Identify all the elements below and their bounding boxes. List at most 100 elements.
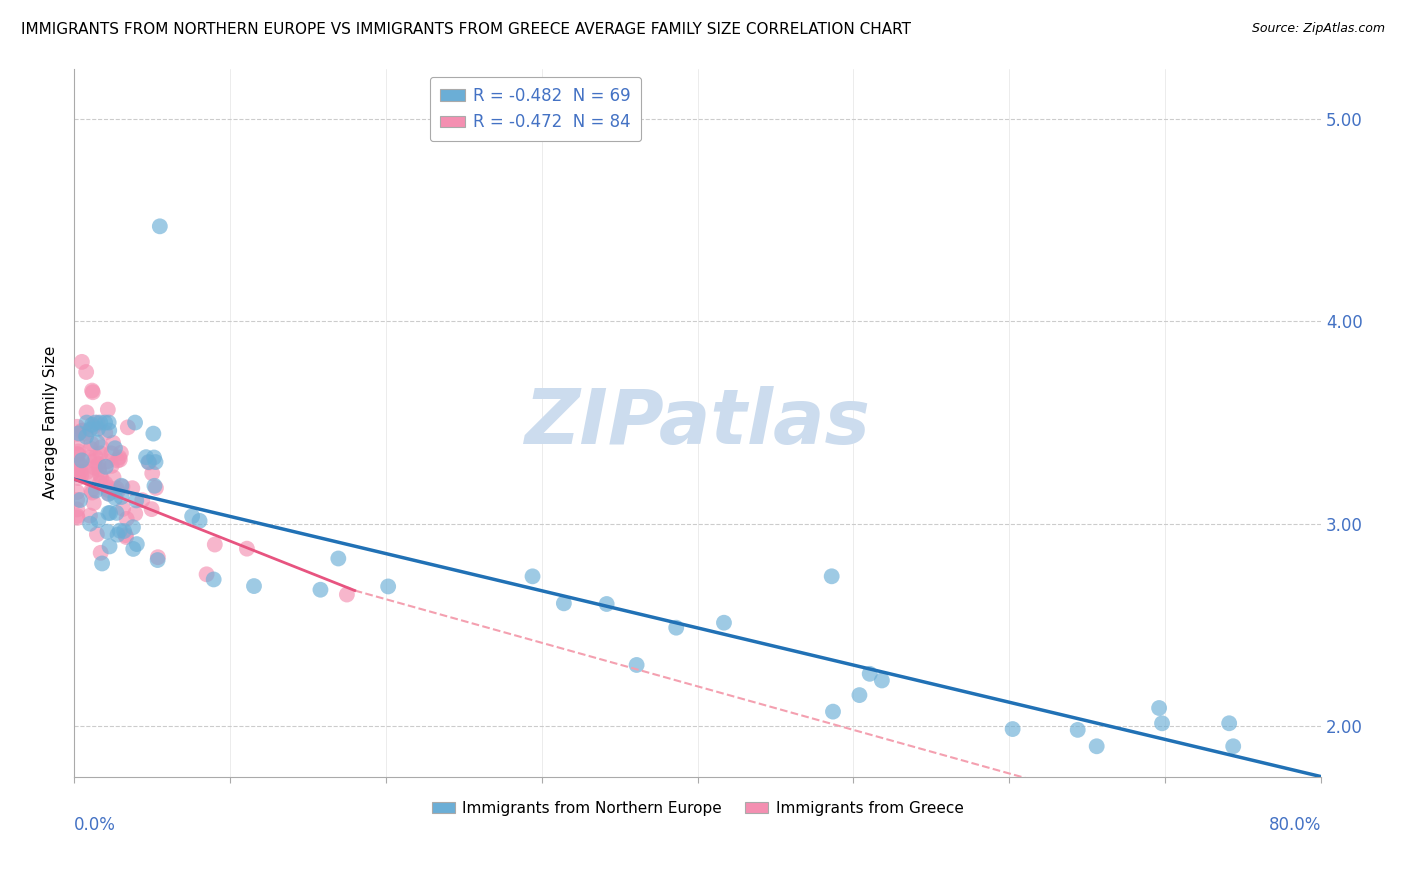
Point xyxy=(97,506,120,520)
Point xyxy=(138,456,160,470)
Point xyxy=(67,426,90,441)
Point xyxy=(89,467,111,482)
Point xyxy=(138,455,160,469)
Point xyxy=(91,557,114,571)
Point xyxy=(553,596,575,610)
Point xyxy=(121,481,143,495)
Point xyxy=(143,450,166,465)
Point xyxy=(70,453,93,467)
Point xyxy=(145,481,167,495)
Point xyxy=(97,483,120,497)
Point xyxy=(98,424,121,438)
Point xyxy=(97,402,120,417)
Point xyxy=(83,420,105,434)
Point xyxy=(67,471,90,485)
Point xyxy=(377,579,399,593)
Point xyxy=(1001,722,1024,736)
Point xyxy=(1218,716,1240,731)
Point xyxy=(181,509,204,524)
Point xyxy=(859,666,882,681)
Point xyxy=(94,459,117,474)
Point xyxy=(79,516,101,531)
Point xyxy=(84,450,107,464)
Point xyxy=(94,425,117,440)
Point xyxy=(98,506,121,520)
Legend: Immigrants from Northern Europe, Immigrants from Greece: Immigrants from Northern Europe, Immigra… xyxy=(426,795,970,822)
Point xyxy=(66,502,89,516)
Point xyxy=(87,422,110,436)
Point xyxy=(70,355,93,369)
Point xyxy=(96,524,118,539)
Point xyxy=(76,416,98,430)
Point xyxy=(67,458,90,472)
Point xyxy=(336,588,359,602)
Point xyxy=(115,512,138,526)
Point xyxy=(103,470,125,484)
Point xyxy=(66,492,89,507)
Point xyxy=(70,468,93,483)
Y-axis label: Average Family Size: Average Family Size xyxy=(44,346,58,500)
Point xyxy=(75,429,97,443)
Point xyxy=(188,514,211,528)
Point xyxy=(142,426,165,441)
Point xyxy=(110,490,132,504)
Point xyxy=(101,435,124,450)
Point xyxy=(83,460,105,475)
Point xyxy=(112,524,135,538)
Point xyxy=(98,540,121,554)
Point xyxy=(145,455,167,469)
Point xyxy=(104,491,127,505)
Point xyxy=(1150,716,1173,731)
Point xyxy=(110,479,132,493)
Point xyxy=(97,486,120,500)
Point xyxy=(90,446,112,460)
Point xyxy=(96,454,118,468)
Point xyxy=(72,424,94,438)
Point xyxy=(107,453,129,467)
Point xyxy=(90,546,112,560)
Point xyxy=(66,485,89,500)
Point xyxy=(1147,701,1170,715)
Point xyxy=(94,416,117,430)
Point xyxy=(70,424,93,438)
Point xyxy=(97,480,120,494)
Point xyxy=(66,435,89,450)
Point xyxy=(90,471,112,485)
Point xyxy=(626,657,648,672)
Point xyxy=(67,444,90,458)
Point xyxy=(79,442,101,456)
Point xyxy=(66,447,89,461)
Point xyxy=(79,422,101,436)
Point xyxy=(80,436,103,450)
Point xyxy=(87,513,110,527)
Point xyxy=(522,569,544,583)
Text: IMMIGRANTS FROM NORTHERN EUROPE VS IMMIGRANTS FROM GREECE AVERAGE FAMILY SIZE CO: IMMIGRANTS FROM NORTHERN EUROPE VS IMMIG… xyxy=(21,22,911,37)
Point xyxy=(236,541,259,556)
Point xyxy=(89,416,111,430)
Point xyxy=(69,458,91,472)
Point xyxy=(848,688,870,702)
Point xyxy=(821,569,844,583)
Text: ZIPatlas: ZIPatlas xyxy=(524,385,870,459)
Point xyxy=(122,541,145,556)
Point xyxy=(80,417,103,432)
Point xyxy=(66,419,89,434)
Point xyxy=(82,485,104,500)
Point xyxy=(149,219,172,234)
Point xyxy=(141,502,163,516)
Point xyxy=(69,465,91,479)
Point xyxy=(114,528,136,542)
Point xyxy=(76,465,98,479)
Point xyxy=(204,537,226,551)
Point xyxy=(112,501,135,516)
Point xyxy=(86,527,108,541)
Point xyxy=(665,621,688,635)
Point xyxy=(66,508,89,523)
Text: Source: ZipAtlas.com: Source: ZipAtlas.com xyxy=(1251,22,1385,36)
Point xyxy=(108,524,131,538)
Point xyxy=(713,615,735,630)
Point xyxy=(90,440,112,454)
Point xyxy=(94,476,117,491)
Point xyxy=(105,506,128,520)
Point xyxy=(83,496,105,510)
